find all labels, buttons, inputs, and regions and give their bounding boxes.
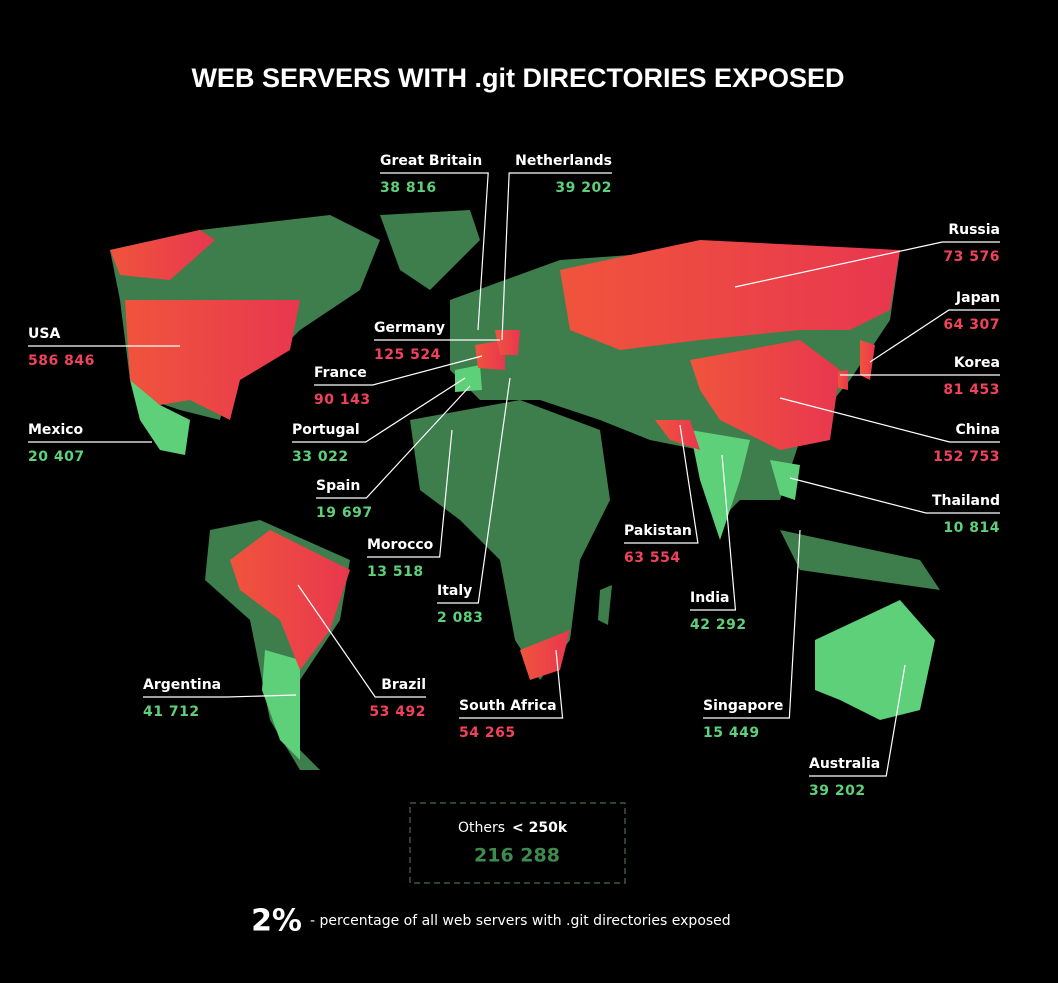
- country-name: Argentina: [143, 677, 221, 693]
- footer-percent: 2%: [251, 904, 302, 939]
- country-value: 15 449: [703, 725, 760, 741]
- country-value: 81 453: [943, 382, 1000, 398]
- country-value: 41 712: [143, 704, 200, 720]
- country-labels: Great Britain 38 816 Netherlands 39 202 Russ…: [28, 153, 1000, 799]
- leader-line: [869, 309, 1000, 363]
- others-box: [409, 802, 626, 884]
- country-value: 152 753: [933, 449, 1000, 465]
- country-name: Singapore: [703, 698, 783, 714]
- country-name: Italy: [437, 583, 472, 599]
- leader-line: [789, 477, 1000, 514]
- country-value: 54 265: [459, 725, 516, 741]
- leader-line: [809, 664, 906, 777]
- country-name: Brazil: [381, 677, 426, 693]
- country-value: 90 143: [314, 392, 371, 408]
- country-name: India: [690, 590, 729, 606]
- leader-line: [143, 694, 297, 698]
- leader-line: [380, 172, 489, 331]
- country-value: 73 576: [943, 249, 1000, 265]
- country-value: 2 083: [437, 610, 483, 626]
- leader-line: [292, 377, 466, 443]
- others-value: 216 288: [474, 845, 560, 867]
- country-value: 63 554: [624, 550, 681, 566]
- country-name: Morocco: [367, 537, 434, 553]
- country-name: Russia: [948, 222, 1000, 238]
- leader-line: [459, 649, 564, 719]
- country-name: Portugal: [292, 422, 360, 438]
- leader-line: [314, 355, 483, 386]
- country-name: Australia: [809, 756, 880, 772]
- country-value: 39 202: [555, 180, 612, 196]
- title: WEB SERVERS WITH .git DIRECTORIES EXPOSE…: [191, 63, 844, 93]
- leader-line: [690, 454, 737, 611]
- country-value: 42 292: [690, 617, 747, 633]
- others-label: Others: [458, 820, 505, 836]
- country-name: Spain: [316, 478, 360, 494]
- country-value: 19 697: [316, 505, 373, 521]
- country-value: 586 846: [28, 353, 95, 369]
- leader-line: [437, 377, 511, 604]
- leader-line: [316, 385, 471, 499]
- world-map: [110, 210, 940, 770]
- country-value: 53 492: [369, 704, 426, 720]
- country-value: 13 518: [367, 564, 424, 580]
- leader-line: [703, 529, 801, 719]
- country-name: Japan: [955, 290, 1000, 306]
- leader-line: [501, 172, 612, 341]
- country-value: 125 524: [374, 347, 441, 363]
- country-name: Great Britain: [380, 153, 482, 169]
- leader-line: [297, 584, 426, 698]
- country-name: China: [956, 422, 1000, 438]
- country-value: 33 022: [292, 449, 349, 465]
- country-name: Mexico: [28, 422, 84, 438]
- country-name: Germany: [374, 320, 445, 336]
- country-value: 39 202: [809, 783, 866, 799]
- footer-text: - percentage of all web servers with .gi…: [310, 913, 731, 929]
- leader-line: [734, 241, 1000, 288]
- country-name: Thailand: [932, 493, 1000, 509]
- country-name: USA: [28, 326, 60, 342]
- country-name: Netherlands: [515, 153, 612, 169]
- leader-line: [779, 397, 1000, 443]
- country-value: 20 407: [28, 449, 85, 465]
- country-name: South Africa: [459, 698, 557, 714]
- country-name: Korea: [954, 355, 1000, 371]
- country-value: 10 814: [943, 520, 1000, 536]
- others-threshold: < 250k: [512, 820, 568, 836]
- country-name: France: [314, 365, 367, 381]
- leader-line: [624, 424, 699, 544]
- country-name: Pakistan: [624, 523, 692, 539]
- country-value: 38 816: [380, 180, 437, 196]
- country-value: 64 307: [943, 317, 1000, 333]
- leader-line: [367, 429, 453, 558]
